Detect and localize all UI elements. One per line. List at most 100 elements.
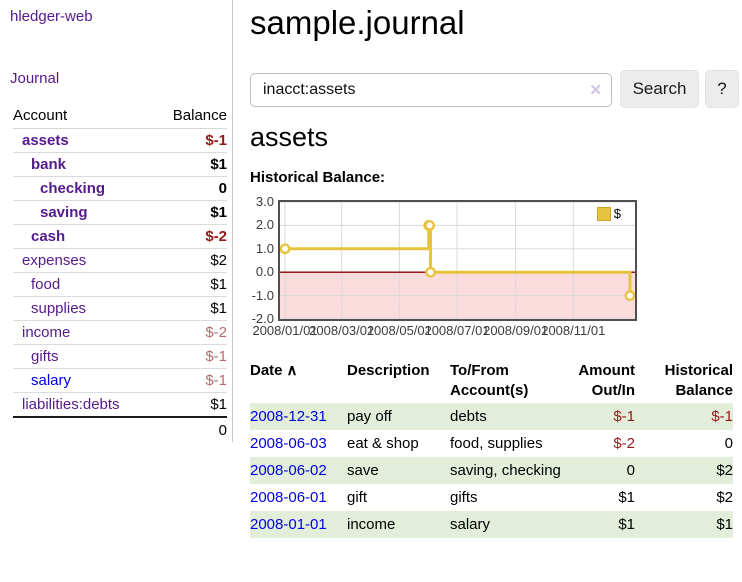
search-box: ✕ [250, 73, 612, 107]
y-axis-tick-label: -2.0 [251, 311, 274, 326]
register-row: 2008-06-02 save saving, checking 0 $2 [250, 457, 733, 484]
account-link-expenses[interactable]: expenses [22, 252, 87, 269]
register-col-balance: Historical Balance [664, 362, 733, 399]
account-heading: assets [250, 122, 329, 152]
sidebar-item-journal[interactable]: Journal [10, 70, 60, 87]
transaction-accounts: salary [450, 516, 491, 533]
account-balance: $-2 [154, 320, 227, 345]
account-balance: $1 [154, 272, 227, 297]
account-row: income $-2 [13, 320, 227, 345]
account-balance: $1 [154, 152, 227, 177]
register-col-amount: Amount Out/In [578, 362, 635, 399]
transaction-description: gift [347, 489, 368, 506]
account-balance: $-1 [154, 368, 227, 393]
account-link-salary[interactable]: salary [31, 372, 72, 389]
transaction-date-link[interactable]: 2008-06-03 [250, 435, 327, 452]
account-balance: $-1 [154, 344, 227, 369]
register-header-row: Date ∧ Description To/From Account(s) Amo… [250, 359, 733, 403]
account-row: bank $1 [13, 152, 227, 177]
legend-swatch-icon [596, 206, 611, 221]
transaction-description: eat & shop [347, 435, 419, 452]
accounts-total-value: 0 [154, 416, 227, 443]
account-balance: $1 [154, 296, 227, 321]
transaction-balance: $2 [716, 489, 733, 506]
search-input[interactable] [250, 73, 612, 107]
accounts-table: Account Balance assets $-1 bank $1 check… [13, 104, 227, 443]
transaction-accounts: saving, checking [450, 462, 561, 479]
transaction-amount: $1 [618, 489, 635, 506]
account-row: food $1 [13, 272, 227, 297]
transaction-accounts: gifts [450, 489, 478, 506]
clear-search-icon[interactable]: ✕ [589, 82, 602, 99]
register-row: 2008-06-01 gift gifts $1 $2 [250, 484, 733, 511]
transaction-date-link[interactable]: 2008-01-01 [250, 516, 327, 533]
register-col-date[interactable]: Date ∧ [250, 362, 298, 379]
x-axis-tick-label: 2008/01/01 [252, 323, 318, 338]
transaction-balance: $2 [716, 462, 733, 479]
transaction-date-link[interactable]: 2008-06-01 [250, 489, 327, 506]
chart-plot-area: $ [278, 200, 637, 321]
page-title: sample.journal [250, 4, 465, 41]
account-row: expenses $2 [13, 248, 227, 273]
sort-ascending-icon: ∧ [286, 362, 298, 379]
account-link-food[interactable]: food [31, 276, 61, 293]
accounts-col-balance: Balance [154, 104, 227, 129]
account-balance: $-1 [154, 128, 227, 153]
register-row: 2008-01-01 income salary $1 $1 [250, 511, 733, 538]
register-row: 2008-12-31 pay off debts $-1 $-1 [250, 403, 733, 430]
main-content: sample.journal ✕ Search ? assets Histori… [250, 0, 739, 538]
register-col-accounts: To/From Account(s) [450, 362, 529, 399]
transaction-balance: $1 [716, 516, 733, 533]
chart-legend: $ [595, 206, 622, 221]
help-button[interactable]: ? [705, 70, 739, 108]
account-link-supplies[interactable]: supplies [31, 300, 87, 317]
transaction-amount: $-1 [613, 408, 635, 425]
account-link-bank[interactable]: bank [31, 156, 67, 173]
transaction-amount: 0 [626, 462, 635, 479]
account-link-assets[interactable]: assets [22, 132, 69, 149]
y-axis-tick-label: 2.0 [255, 217, 274, 233]
chart-title: Historical Balance: [250, 169, 386, 186]
transaction-accounts: debts [450, 408, 487, 425]
search-form: ✕ Search ? [250, 70, 739, 110]
legend-label: $ [613, 206, 621, 221]
accounts-table-header: Account Balance [13, 104, 227, 129]
x-axis-tick-label: 2008/11/01 [541, 323, 606, 338]
transaction-balance: 0 [724, 435, 733, 452]
account-row: checking 0 [13, 176, 227, 201]
historical-balance-chart: 3.0 2.0 1.0 0.0 -1.0 -2.0 $ 2008/01/01 2008/03… [250, 194, 736, 342]
transaction-amount: $-2 [613, 435, 635, 452]
account-balance: $1 [154, 392, 227, 418]
y-axis-tick-label: 0.0 [255, 264, 274, 280]
account-row: liabilities:debts $1 [13, 392, 227, 418]
sidebar: hledger-web Journal Account Balance asse… [0, 0, 233, 443]
y-axis-tick-label: -1.0 [251, 287, 274, 303]
account-row: assets $-1 [13, 128, 227, 153]
register-col-description: Description [347, 362, 430, 379]
account-row: supplies $1 [13, 296, 227, 321]
account-link-checking[interactable]: checking [40, 180, 106, 197]
transaction-balance: $-1 [711, 408, 733, 425]
account-balance: $-2 [154, 224, 227, 249]
account-row: gifts $-1 [13, 344, 227, 369]
x-axis-tick-label: 2008/05/01 [366, 323, 432, 338]
register-table: Date ∧ Description To/From Account(s) Amo… [250, 359, 733, 538]
accounts-col-account: Account [13, 104, 155, 129]
account-link-cash[interactable]: cash [31, 228, 66, 245]
search-button[interactable]: Search [620, 70, 699, 108]
transaction-description: pay off [347, 408, 392, 425]
account-balance: $1 [154, 200, 227, 225]
account-link-income[interactable]: income [22, 324, 71, 341]
account-link-saving[interactable]: saving [40, 204, 88, 221]
y-axis-tick-label: 1.0 [255, 240, 274, 256]
x-axis-tick-label: 2008/07/01 [424, 323, 490, 338]
accounts-total-row: 0 [13, 416, 227, 443]
chart-canvas [279, 201, 636, 320]
app-title-link[interactable]: hledger-web [10, 8, 93, 25]
transaction-date-link[interactable]: 2008-12-31 [250, 408, 327, 425]
account-link-liabilities-debts[interactable]: liabilities:debts [22, 396, 120, 413]
account-row: salary $-1 [13, 368, 227, 393]
account-link-gifts[interactable]: gifts [31, 348, 59, 365]
transaction-description: income [347, 516, 396, 533]
transaction-date-link[interactable]: 2008-06-02 [250, 462, 327, 479]
